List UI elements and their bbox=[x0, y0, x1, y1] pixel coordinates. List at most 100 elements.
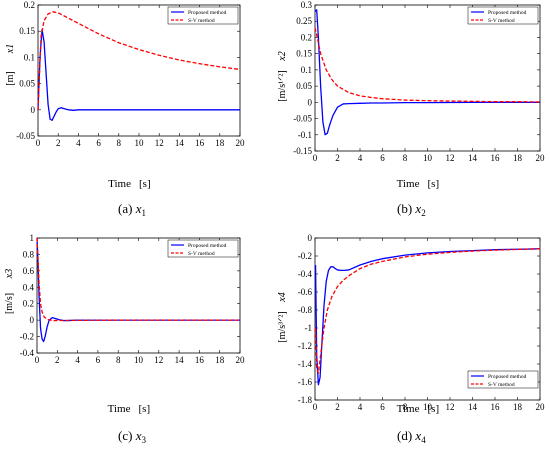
y-tick-label: 0.3 bbox=[301, 0, 313, 10]
legend-box bbox=[167, 6, 239, 25]
x-axis-label: Time bbox=[108, 403, 131, 415]
y-tick-label: -1.2 bbox=[298, 341, 312, 351]
y-tick-label: 0.05 bbox=[19, 79, 35, 89]
legend-entry: Proposed method bbox=[188, 10, 227, 16]
x-tick-label: 4 bbox=[76, 138, 81, 148]
x-tick-label: 6 bbox=[380, 402, 385, 412]
y-tick-label: 0.2 bbox=[23, 299, 34, 309]
chart-panel-3: 0 2 4 6 8 10 12 14 16 18 20 -0.4 -0.2 0 0.2 0.4 0.6 0.8 1 T… bbox=[4, 233, 245, 445]
y-tick-label: 0.15 bbox=[296, 49, 312, 59]
x-tick-label: 6 bbox=[96, 138, 101, 148]
legend-box bbox=[167, 239, 239, 258]
y-tick-label: -1 bbox=[305, 323, 313, 333]
x-tick-label: 20 bbox=[236, 355, 246, 365]
legend-entry: S-V method bbox=[488, 382, 515, 388]
caption-variable: x bbox=[135, 428, 142, 443]
y-tick-label: -0.8 bbox=[298, 305, 313, 315]
x-tick-label: 18 bbox=[215, 355, 225, 365]
y-axis-unit: [m] bbox=[5, 71, 16, 85]
y-axis-unit: [m/s¹ᐟ²] bbox=[277, 70, 288, 101]
x-tick-label: 2 bbox=[335, 153, 340, 163]
caption-subscript: 3 bbox=[141, 435, 146, 445]
x-tick-label: 16 bbox=[491, 402, 501, 412]
x-tick-label: 6 bbox=[380, 153, 385, 163]
x-axis-unit: [s] bbox=[428, 403, 440, 415]
x-tick-label: 10 bbox=[423, 402, 433, 412]
caption-subscript: 4 bbox=[421, 435, 426, 445]
x-axis-label: Time bbox=[397, 403, 420, 415]
legend: Proposed method S-V method bbox=[167, 6, 239, 25]
x-tick-label: 8 bbox=[403, 402, 408, 412]
x-tick-label: 2 bbox=[56, 138, 61, 148]
x-tick-label: 2 bbox=[55, 355, 60, 365]
y-axis-unit: [m/s] bbox=[4, 293, 15, 314]
legend-entry: S-V method bbox=[488, 18, 515, 24]
series-line-proposed bbox=[37, 28, 240, 121]
x-tick-label: 20 bbox=[236, 138, 246, 148]
panel-caption: (b) x2 bbox=[397, 201, 426, 218]
legend-entry: S-V method bbox=[188, 251, 215, 257]
caption-letter: (a) bbox=[118, 201, 136, 216]
series-line-sv bbox=[37, 11, 241, 110]
x-tick-label: 10 bbox=[135, 138, 145, 148]
series-line-sv bbox=[314, 248, 541, 374]
y-tick-label: 0.2 bbox=[24, 0, 35, 10]
legend-box bbox=[467, 370, 539, 389]
x-tick-label: 10 bbox=[134, 355, 144, 365]
y-tick-label: 0.05 bbox=[296, 81, 312, 91]
caption-letter: (d) bbox=[397, 428, 415, 443]
y-tick-label: -1.4 bbox=[298, 359, 313, 369]
y-tick-label: -0.6 bbox=[298, 287, 313, 297]
x-tick-label: 18 bbox=[513, 402, 523, 412]
series-line-proposed bbox=[314, 9, 540, 136]
x-tick-label: 14 bbox=[468, 402, 478, 412]
y-tick-label: 1 bbox=[30, 233, 35, 243]
x-axis-unit: [s] bbox=[139, 403, 151, 415]
y-axis-label: x3 bbox=[4, 269, 15, 279]
x-tick-label: 4 bbox=[75, 355, 80, 365]
y-tick-label: -0.1 bbox=[298, 130, 312, 140]
y-tick-label: -0.2 bbox=[298, 251, 312, 261]
x-tick-label: 14 bbox=[175, 138, 185, 148]
y-tick-label: 0.8 bbox=[23, 249, 35, 259]
x-tick-label: 12 bbox=[155, 138, 164, 148]
y-tick-label: -0.05 bbox=[16, 131, 35, 141]
x-tick-label: 20 bbox=[536, 402, 546, 412]
caption-letter: (b) bbox=[397, 201, 415, 216]
x-tick-label: 10 bbox=[423, 153, 433, 163]
x-tick-label: 2 bbox=[335, 402, 340, 412]
x-tick-label: 4 bbox=[358, 153, 363, 163]
caption-variable: x bbox=[414, 428, 421, 443]
x-tick-label: 0 bbox=[313, 153, 318, 163]
legend-entry: Proposed method bbox=[488, 10, 527, 16]
y-tick-label: 0.1 bbox=[24, 52, 35, 62]
x-tick-label: 16 bbox=[195, 138, 205, 148]
panel-caption: (d) x4 bbox=[397, 428, 426, 445]
legend: Proposed method S-V method bbox=[167, 239, 239, 258]
y-axis-label: x2 bbox=[277, 51, 288, 61]
x-tick-label: 14 bbox=[468, 153, 478, 163]
y-tick-label: 0.1 bbox=[301, 65, 312, 75]
x-tick-label: 16 bbox=[491, 153, 501, 163]
x-axis-label: Time bbox=[397, 178, 420, 190]
x-tick-label: 20 bbox=[536, 153, 546, 163]
x-tick-label: 0 bbox=[35, 355, 40, 365]
series-line-sv bbox=[36, 237, 240, 322]
x-tick-label: 12 bbox=[154, 355, 163, 365]
x-tick-label: 14 bbox=[175, 355, 185, 365]
panel-caption: (c) x3 bbox=[118, 428, 146, 445]
y-axis-label-group: x3 [m/s] bbox=[4, 269, 15, 314]
y-axis-label-group: x1 [m] bbox=[5, 44, 16, 86]
x-tick-label: 18 bbox=[215, 138, 225, 148]
x-tick-label: 4 bbox=[358, 402, 363, 412]
y-axis-label-group: x4 [m/s³ᐟ²] bbox=[277, 292, 288, 342]
legend-entry: Proposed method bbox=[488, 374, 527, 380]
x-tick-label: 12 bbox=[446, 153, 455, 163]
legend-entry: S-V method bbox=[188, 18, 215, 24]
legend: Proposed method S-V method bbox=[467, 370, 539, 389]
x-axis-label: Time bbox=[108, 178, 131, 190]
x-tick-label: 8 bbox=[116, 355, 121, 365]
x-tick-label: 8 bbox=[117, 138, 122, 148]
y-tick-label: -0.15 bbox=[293, 146, 312, 156]
